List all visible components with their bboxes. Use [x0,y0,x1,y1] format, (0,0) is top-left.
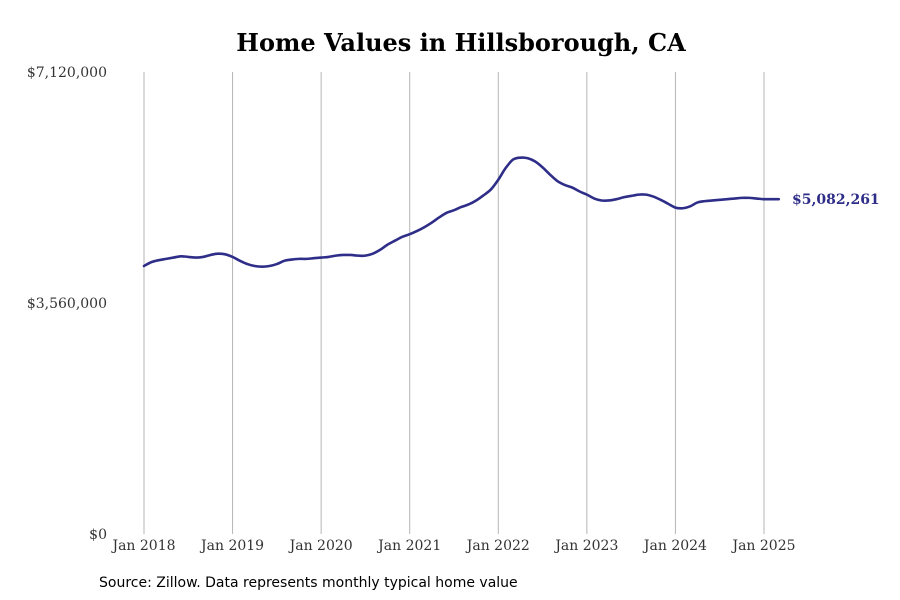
x-tick-label: Jan 2023 [553,538,618,554]
y-tick-label: $0 [89,527,107,543]
x-tick-label: Jan 2019 [199,538,264,554]
y-tick-label: $3,560,000 [27,296,107,312]
x-axis: Jan 2018 Jan 2019 Jan 2020 Jan 2021 Jan 2022… [110,538,795,554]
vertical-grid [143,72,765,534]
last-value-label: $5,082,261 [792,192,880,208]
series-line-0 [142,156,781,268]
x-tick-label: Jan 2025 [730,538,795,554]
y-tick-label: $7,120,000 [27,65,107,81]
chart-title: Home Values in Hillsborough, CA [236,28,686,57]
x-tick-label: Jan 2024 [642,538,707,554]
x-tick-label: Jan 2018 [110,538,175,554]
x-tick-label: Jan 2021 [376,538,441,554]
source-note: Source: Zillow. Data represents monthly … [99,575,518,591]
x-tick-label: Jan 2020 [288,538,353,554]
y-axis: $0 $3,560,000 $7,120,000 [27,65,107,543]
series-layer [142,156,781,268]
x-tick-label: Jan 2022 [465,538,530,554]
